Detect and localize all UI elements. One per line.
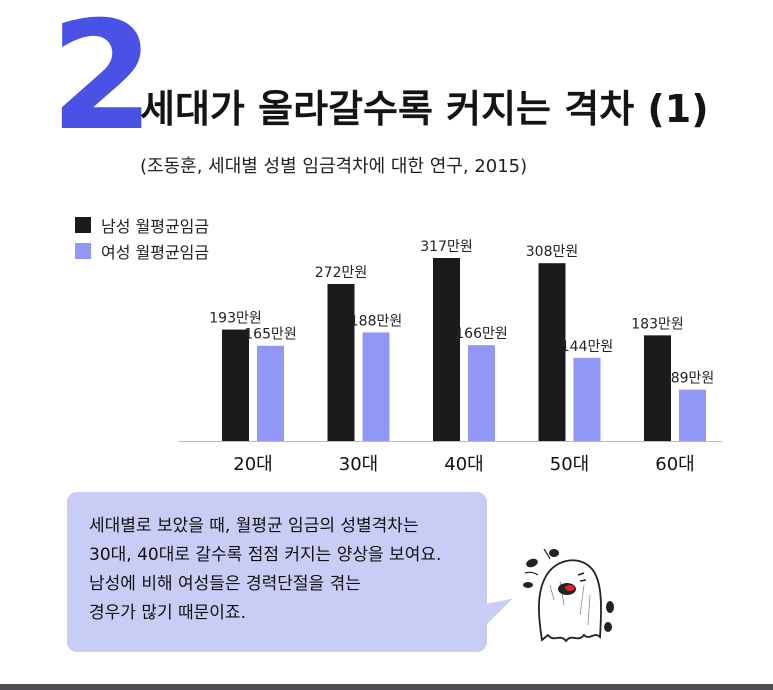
x-tick-label: 40대 xyxy=(444,454,483,475)
bubble-line-4: 경우가 많기 때문이죠. xyxy=(89,603,246,623)
data-label: 308만원 xyxy=(526,244,578,260)
data-label: 188만원 xyxy=(350,313,402,329)
bar-male xyxy=(433,258,460,441)
data-label: 272만원 xyxy=(315,265,367,281)
data-label: 165만원 xyxy=(244,327,296,343)
data-label: 166만원 xyxy=(455,326,507,342)
bar-male xyxy=(222,329,249,441)
section-number: 2 xyxy=(50,0,154,164)
bar-male xyxy=(538,263,566,441)
x-tick-label: 20대 xyxy=(233,454,272,475)
bottom-rule xyxy=(0,684,773,690)
x-tick-label: 30대 xyxy=(339,454,378,475)
speech-bubble: 세대별로 보았을 때, 월평균 임금의 성별격차는 30대, 40대로 갈수록 … xyxy=(67,492,487,652)
bar-male xyxy=(327,283,355,441)
data-label: 317만원 xyxy=(420,239,472,255)
source-citation: (조동훈, 세대별 성별 임금격차에 대한 연구, 2015) xyxy=(140,156,528,177)
bubble-line-2: 30대, 40대로 갈수록 점점 커지는 양상을 보여요. xyxy=(89,545,442,565)
legend-item-male: 남성 월평균임금 xyxy=(75,212,209,238)
legend-label-male: 남성 월평균임금 xyxy=(101,217,210,236)
legend-label-female: 여성 월평균임금 xyxy=(101,243,210,262)
data-label: 183만원 xyxy=(631,316,683,332)
ghost-mascot-icon xyxy=(523,548,614,643)
legend-swatch-male xyxy=(75,217,91,233)
bar-female xyxy=(257,345,284,441)
data-label: 89만원 xyxy=(671,371,715,387)
page-title: 세대가 올라갈수록 커지는 격차 (1) xyxy=(140,87,709,131)
bar-male xyxy=(644,335,671,441)
bar-female xyxy=(573,357,601,441)
legend-item-female: 여성 월평균임금 xyxy=(75,238,209,264)
bubble-line-1: 세대별로 보았을 때, 월평균 임금의 성별격차는 xyxy=(89,516,419,536)
legend-swatch-female xyxy=(75,243,91,259)
chart-legend: 남성 월평균임금 여성 월평균임금 xyxy=(75,212,209,264)
data-label: 193만원 xyxy=(209,311,261,327)
bar-female xyxy=(679,389,706,441)
x-tick-label: 50대 xyxy=(550,454,589,475)
bar-female xyxy=(468,345,495,441)
data-label: 144만원 xyxy=(561,339,613,355)
bubble-line-3: 남성에 비해 여성들은 경력단절을 겪는 xyxy=(89,574,361,594)
x-tick-label: 60대 xyxy=(655,454,694,475)
bar-female xyxy=(362,332,390,441)
